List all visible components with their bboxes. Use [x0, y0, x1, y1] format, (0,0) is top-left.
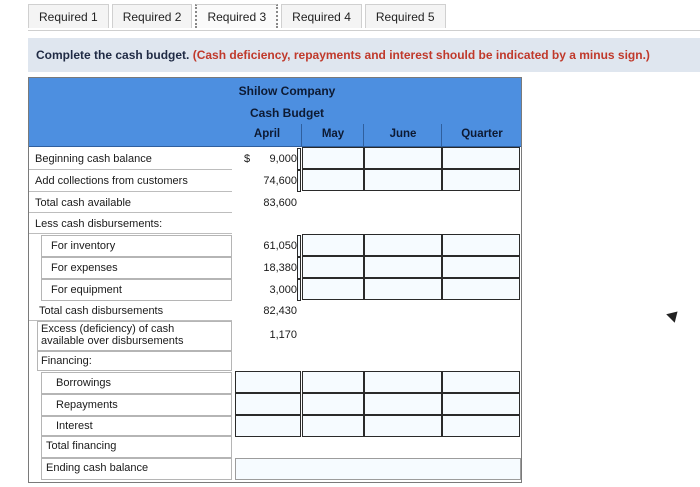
may-expenses-input[interactable] — [302, 256, 364, 278]
cell-edge — [297, 148, 301, 170]
instruction-bar: Complete the cash budget. (Cash deficien… — [28, 38, 700, 72]
tab-strip: Required 1 Required 2 Required 3 Require… — [28, 4, 449, 30]
quarter-beginning-cash-input[interactable] — [442, 147, 520, 169]
may-equipment-input[interactable] — [302, 278, 364, 300]
may-interest-input[interactable] — [302, 415, 364, 437]
may-collections-input[interactable] — [302, 169, 364, 191]
label-total-financing: Total financing — [46, 440, 117, 452]
quarter-collections-input[interactable] — [442, 169, 520, 191]
currency-symbol: $ — [244, 153, 251, 165]
quarter-repayments-input[interactable] — [442, 393, 520, 415]
june-expenses-input[interactable] — [364, 256, 442, 278]
ending-cash-row-cells — [235, 458, 521, 480]
row-divider — [29, 212, 232, 213]
label-box — [41, 235, 232, 257]
label-borrowings: Borrowings — [56, 377, 112, 389]
label-collections: Add collections from customers — [35, 175, 188, 187]
april-total-disbursements: 82,430 — [263, 305, 297, 317]
label-box — [41, 436, 232, 458]
label-excess: Excess (deficiency) of cash available ov… — [41, 323, 184, 347]
tab-required-2[interactable]: Required 2 — [111, 4, 193, 28]
quarter-interest-input[interactable] — [442, 415, 520, 437]
label-box — [41, 458, 232, 480]
label-total-disbursements: Total cash disbursements — [39, 305, 164, 317]
col-separator — [441, 124, 442, 147]
cash-budget-table: Shilow Company Cash Budget April May Jun… — [28, 77, 522, 483]
col-header-may: May — [321, 128, 345, 140]
label-for-expenses: For expenses — [51, 262, 118, 274]
instruction-note: (Cash deficiency, repayments and interes… — [192, 48, 650, 62]
june-borrowings-input[interactable] — [364, 371, 442, 393]
cell-edge — [297, 235, 301, 257]
label-box — [41, 394, 232, 416]
may-borrowings-input[interactable] — [302, 371, 364, 393]
may-repayments-input[interactable] — [302, 393, 364, 415]
company-name: Shilow Company — [238, 84, 336, 98]
label-box — [41, 372, 232, 394]
tab-required-1[interactable]: Required 1 — [28, 4, 109, 28]
label-for-inventory: For inventory — [51, 240, 116, 252]
col-header-april: April — [253, 128, 281, 140]
col-header-quarter: Quarter — [461, 128, 503, 140]
cell-edge — [297, 257, 301, 279]
label-box — [37, 351, 232, 371]
label-repayments: Repayments — [56, 399, 118, 411]
instruction-main: Complete the cash budget. — [36, 48, 190, 62]
label-box — [41, 279, 232, 301]
june-equipment-input[interactable] — [364, 278, 442, 300]
april-repayments-input[interactable] — [235, 393, 301, 415]
instruction-text: Complete the cash budget. (Cash deficien… — [36, 48, 650, 62]
label-box — [41, 257, 232, 279]
june-beginning-cash-input[interactable] — [364, 147, 442, 169]
label-box — [41, 416, 232, 436]
col-header-june: June — [389, 128, 417, 140]
june-interest-input[interactable] — [364, 415, 442, 437]
june-collections-input[interactable] — [364, 169, 442, 191]
label-for-equipment: For equipment — [51, 284, 122, 296]
budget-title: Cash Budget — [249, 106, 324, 120]
row-divider — [29, 320, 232, 321]
label-financing: Financing: — [41, 355, 92, 367]
tab-required-4[interactable]: Required 4 — [281, 4, 362, 28]
june-repayments-input[interactable] — [364, 393, 442, 415]
mouse-cursor-icon — [666, 307, 682, 323]
table-header: Shilow Company Cash Budget April May Jun… — [29, 78, 521, 147]
quarter-borrowings-input[interactable] — [442, 371, 520, 393]
row-divider — [29, 169, 232, 170]
april-total-available: 83,600 — [263, 197, 297, 209]
label-beginning-cash: Beginning cash balance — [35, 153, 152, 165]
label-less-disbursements: Less cash disbursements: — [35, 218, 163, 230]
april-borrowings-input[interactable] — [235, 371, 301, 393]
april-inventory: 61,050 — [263, 240, 297, 252]
tab-required-3[interactable]: Required 3 — [195, 4, 279, 28]
june-inventory-input[interactable] — [364, 234, 442, 256]
april-excess: 1,170 — [269, 329, 297, 341]
cell-edge — [297, 170, 301, 192]
label-total-available: Total cash available — [35, 197, 132, 209]
cell-edge — [297, 279, 301, 301]
tab-divider — [28, 30, 700, 31]
april-equipment: 3,000 — [269, 284, 297, 296]
may-beginning-cash-input[interactable] — [302, 147, 364, 169]
label-interest: Interest — [56, 420, 93, 432]
col-separator — [301, 124, 302, 147]
quarter-inventory-input[interactable] — [442, 234, 520, 256]
may-inventory-input[interactable] — [302, 234, 364, 256]
quarter-expenses-input[interactable] — [442, 256, 520, 278]
label-box — [37, 321, 232, 351]
row-divider — [29, 233, 232, 234]
header-rule — [29, 146, 521, 147]
april-expenses: 18,380 — [263, 262, 297, 274]
april-beginning-cash: 9,000 — [269, 153, 297, 165]
quarter-equipment-input[interactable] — [442, 278, 520, 300]
col-separator — [363, 124, 364, 147]
row-divider — [29, 191, 232, 192]
april-interest-input[interactable] — [235, 415, 301, 437]
april-collections: 74,600 — [263, 175, 297, 187]
tab-required-5[interactable]: Required 5 — [364, 4, 446, 28]
label-ending-cash: Ending cash balance — [46, 462, 149, 474]
